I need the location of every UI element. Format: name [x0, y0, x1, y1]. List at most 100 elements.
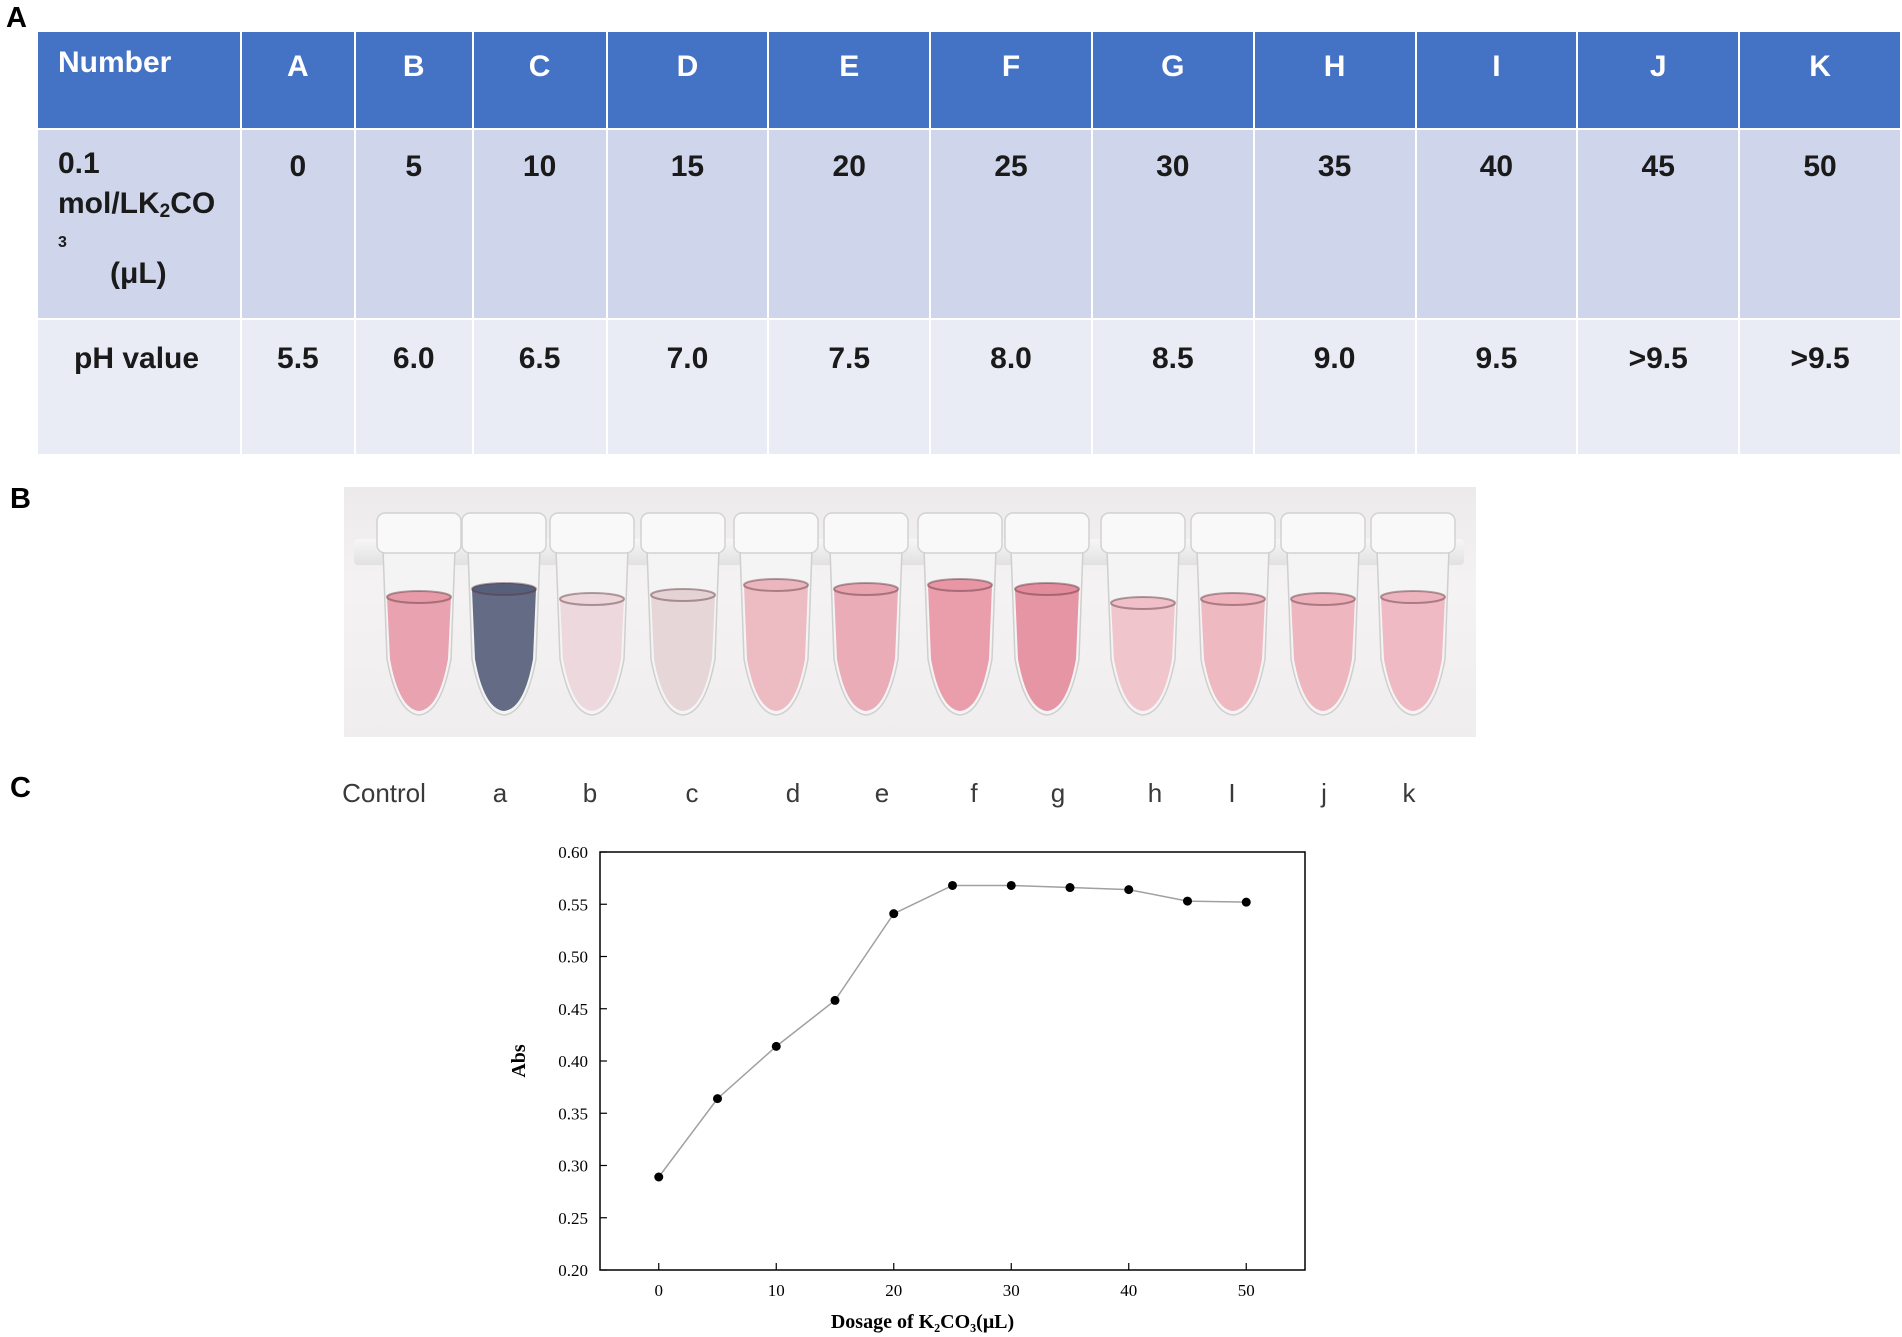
header-cell: C — [471, 30, 608, 130]
y-tick-label: 0.30 — [558, 1157, 588, 1176]
tube-label: c — [685, 778, 699, 808]
tube-label: Control — [342, 778, 426, 808]
tube-label: a — [492, 778, 508, 808]
x-tick-label: 30 — [1003, 1281, 1020, 1300]
dosage-cell: 15 — [605, 128, 770, 320]
header-cell: G — [1090, 30, 1255, 130]
ph-cell: 6.0 — [353, 318, 474, 456]
header-cell: H — [1252, 30, 1417, 130]
tube — [1189, 509, 1277, 721]
dosage-cell: 25 — [929, 128, 1093, 320]
dosage-cell: 50 — [1738, 128, 1902, 320]
x-tick-label: 50 — [1238, 1281, 1255, 1300]
ph-cell: 7.0 — [605, 318, 770, 456]
y-tick-label: 0.25 — [558, 1209, 588, 1228]
tube-label: g — [1050, 778, 1066, 808]
ph-cell: 5.5 — [239, 318, 356, 456]
data-point — [1183, 896, 1192, 906]
header-cell: E — [767, 30, 932, 130]
data-point — [771, 1041, 781, 1051]
table-row-ph: pH value 5.5 6.0 6.5 7.0 7.5 8.0 8.5 9.0… — [36, 318, 1902, 456]
ph-cell: 8.0 — [929, 318, 1093, 456]
tube — [460, 509, 548, 721]
header-cell: B — [353, 30, 474, 130]
table-row-dosage: 0.1 mol/LK2CO 3 (μL) 0 5 10 15 20 25 30 … — [36, 128, 1902, 320]
series-line — [658, 884, 1247, 1178]
y-tick-label: 0.20 — [558, 1261, 588, 1280]
data-point — [654, 1172, 664, 1182]
data-point — [1241, 897, 1251, 907]
y-axis-label: Abs — [508, 1044, 530, 1078]
y-axis-ticks: 0.20 0.25 0.30 0.35 0.40 0.45 0.50 0.55 0.60 — [558, 843, 607, 1280]
dosage-cell: 35 — [1252, 128, 1417, 320]
x-axis-ticks: 0 10 20 30 40 50 — [655, 1263, 1255, 1300]
tube-label: d — [785, 778, 801, 808]
x-tick-label: 0 — [655, 1281, 664, 1300]
plot-frame — [599, 851, 1306, 1271]
tube-label: k — [1402, 778, 1416, 808]
header-number-label: Number — [36, 30, 242, 130]
data-point — [830, 995, 840, 1005]
tube-label: h — [1147, 778, 1163, 808]
x-axis-label: Dosage of K₂CO₃(μL) — [831, 1311, 1014, 1333]
tube — [375, 509, 463, 721]
data-point — [1065, 883, 1075, 893]
ph-row-label: pH value — [36, 318, 242, 456]
ph-cell: 9.5 — [1414, 318, 1579, 456]
y-tick-label: 0.55 — [558, 895, 588, 914]
tube-label: I — [1228, 778, 1236, 808]
dosage-row-label: 0.1 mol/LK2CO 3 (μL) — [36, 128, 242, 320]
dosage-ph-table: Number A B C D E F G H I J K 0.1 mol/LK2… — [36, 30, 1902, 456]
dosage-cell: 20 — [767, 128, 932, 320]
data-point — [713, 1094, 722, 1104]
tube — [732, 509, 820, 721]
tube — [1003, 509, 1091, 721]
header-cell: I — [1414, 30, 1579, 130]
tube — [1369, 509, 1457, 721]
x-tick-label: 40 — [1120, 1281, 1137, 1300]
y-tick-label: 0.40 — [558, 1052, 588, 1071]
dosage-cell: 45 — [1576, 128, 1741, 320]
header-cell: K — [1738, 30, 1902, 130]
dosage-label-line3: 3 — [58, 234, 67, 251]
tube-label: e — [874, 778, 890, 808]
ph-cell: >9.5 — [1576, 318, 1741, 456]
tube-label: j — [1321, 778, 1327, 808]
x-tick-label: 20 — [885, 1281, 902, 1300]
dosage-cell: 10 — [471, 128, 608, 320]
dosage-cell: 0 — [239, 128, 356, 320]
dosage-label-text-end: CO — [170, 187, 216, 220]
panel-label-c: C — [10, 772, 31, 804]
dosage-cell: 40 — [1414, 128, 1579, 320]
ph-cell: 8.5 — [1090, 318, 1255, 456]
data-point — [889, 909, 899, 919]
header-cell: D — [605, 30, 770, 130]
header-cell: A — [239, 30, 356, 130]
tube — [1279, 509, 1367, 721]
ph-cell: 6.5 — [471, 318, 608, 456]
tube-photo — [344, 487, 1476, 737]
dosage-cell: 5 — [353, 128, 474, 320]
data-point — [1006, 880, 1016, 890]
ph-cell: 9.0 — [1252, 318, 1417, 456]
x-tick-label: 10 — [768, 1281, 785, 1300]
table-header-row: Number A B C D E F G H I J K — [36, 30, 1902, 130]
ph-cell: >9.5 — [1738, 318, 1902, 456]
tube-label: b — [582, 778, 598, 808]
dosage-cell: 30 — [1090, 128, 1255, 320]
tube-label: f — [970, 778, 978, 808]
data-point — [948, 880, 957, 890]
dosage-label-subscript: 2 — [159, 201, 171, 222]
tube — [548, 509, 636, 721]
series-markers — [654, 880, 1251, 1182]
tube — [639, 509, 727, 721]
panel-label-a: A — [6, 2, 27, 34]
y-tick-label: 0.35 — [558, 1104, 588, 1123]
y-tick-label: 0.45 — [558, 1000, 588, 1019]
header-cell: J — [1576, 30, 1741, 130]
dosage-label-text: mol/LK — [58, 187, 160, 220]
ph-cell: 7.5 — [767, 318, 932, 456]
dosage-label-line1: 0.1 — [58, 147, 100, 180]
panel-label-b: B — [10, 483, 31, 515]
